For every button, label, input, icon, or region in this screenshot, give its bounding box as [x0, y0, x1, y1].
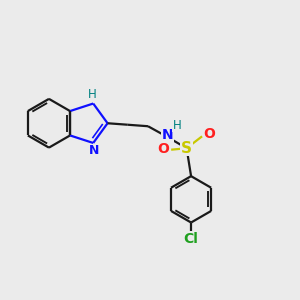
Text: O: O — [203, 127, 215, 141]
Text: N: N — [88, 145, 99, 158]
Text: S: S — [181, 141, 192, 156]
Text: O: O — [157, 142, 169, 156]
Text: H: H — [173, 119, 182, 132]
Text: N: N — [162, 128, 173, 142]
Text: Cl: Cl — [184, 232, 199, 246]
Text: H: H — [88, 88, 96, 101]
